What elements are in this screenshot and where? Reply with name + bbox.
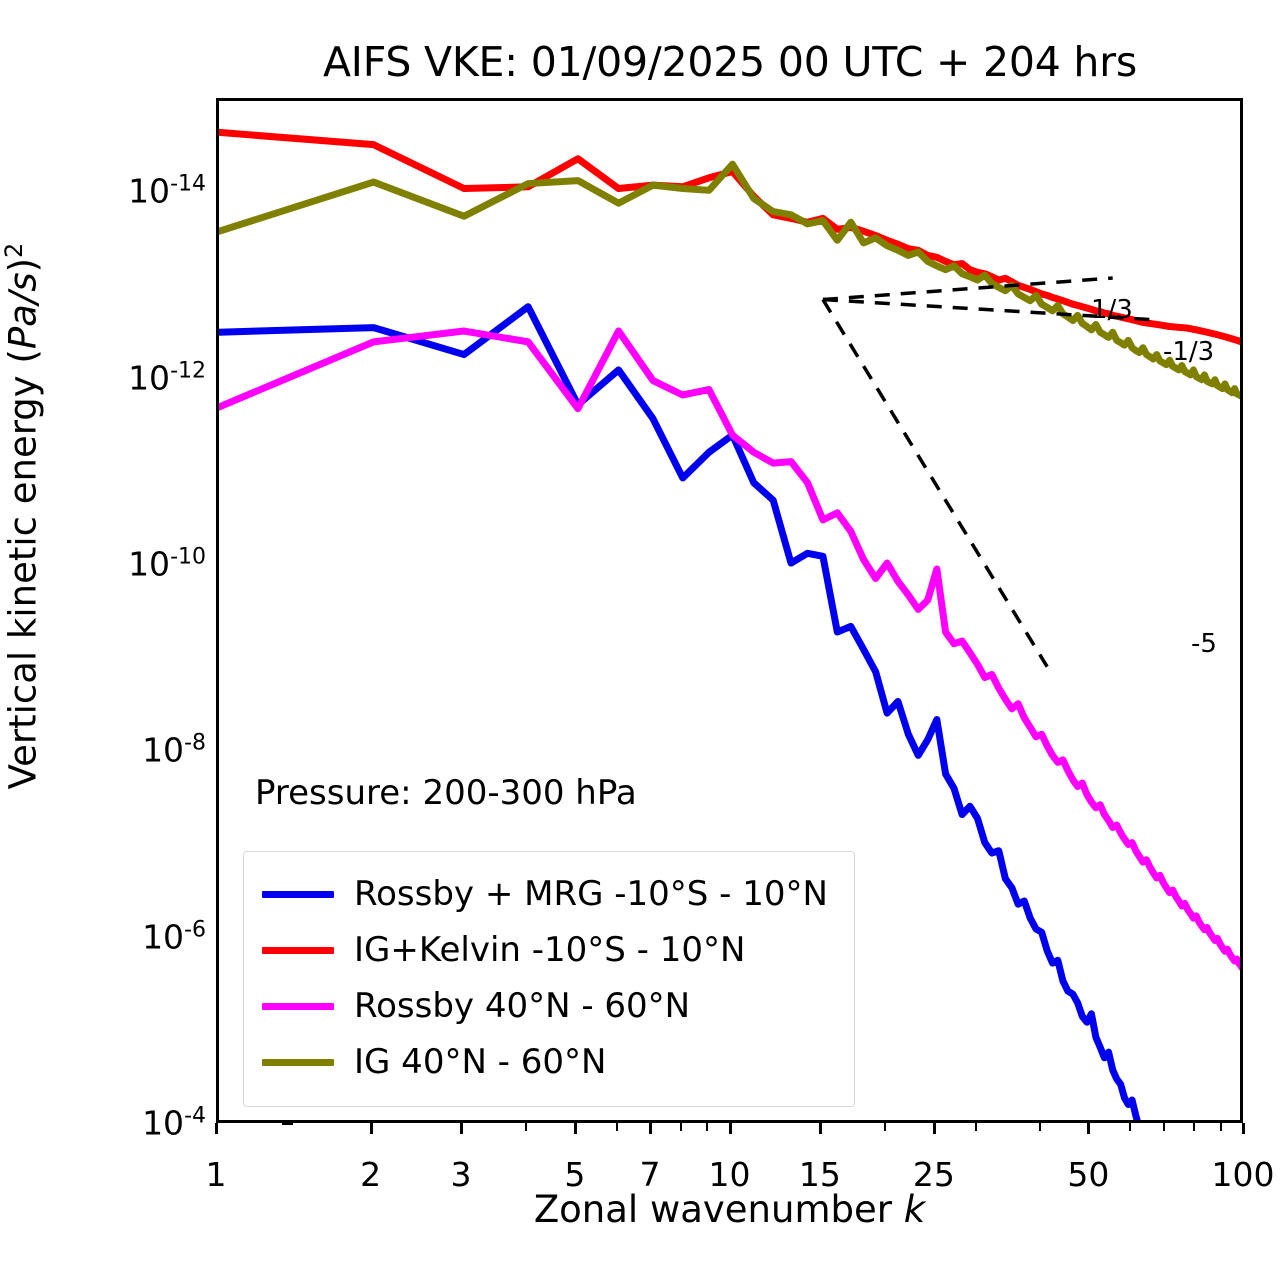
pressure-annotation: Pressure: 200-300 hPa	[255, 773, 637, 813]
x-tick-mark-minor	[706, 1123, 708, 1131]
chart-legend: Rossby + MRG -10°S - 10°N IG+Kelvin -10°S…	[243, 851, 855, 1107]
x-tick-mark-minor	[615, 1123, 618, 1131]
x-tick-mark	[648, 1123, 652, 1134]
x-axis-label: Zonal wavenumber k	[216, 1188, 1243, 1231]
legend-color-swatch	[262, 1058, 334, 1066]
y-axis-label-text: Vertical kinetic energy (	[1, 349, 45, 790]
x-tick-mark	[932, 1123, 936, 1134]
reference-slope-line	[821, 298, 1049, 668]
legend-item[interactable]: Rossby + MRG -10°S - 10°N	[262, 866, 828, 922]
x-tick-label: 2	[360, 1155, 382, 1194]
slope-label-one-third: 1/3	[1091, 295, 1133, 325]
slope-label-minus-five: -5	[1191, 629, 1217, 659]
y-tick-mark	[282, 1122, 293, 1125]
x-tick-mark-minor	[1163, 1123, 1166, 1131]
x-tick-label: 5	[564, 1155, 586, 1194]
x-axis-ticks: 1 2 3 5 7 10 15 25 50 100	[206, 1123, 1275, 1194]
x-tick-mark	[573, 1123, 577, 1134]
y-tick-label: 10-4	[142, 1103, 206, 1143]
x-tick-label: 1	[205, 1155, 227, 1194]
legend-color-swatch	[262, 890, 334, 898]
y-tick-label: 10-8	[142, 730, 206, 770]
x-axis-label-text: Zonal wavenumber	[533, 1188, 904, 1231]
plot-area: Pressure: 200-300 hPa 1/3 -1/3 -5 Rossby…	[216, 98, 1243, 1123]
legend-color-swatch	[262, 1002, 334, 1010]
series-line	[219, 303, 1141, 1120]
y-axis-label: Vertical kinetic energy (Pa/s)2	[0, 0, 60, 1160]
series-line	[219, 160, 1240, 400]
x-tick-mark	[215, 1123, 218, 1134]
x-tick-label: 15	[798, 1155, 841, 1194]
y-tick-label: 10-14	[128, 171, 206, 211]
legend-item[interactable]: Rossby 40°N - 60°N	[262, 978, 828, 1034]
x-tick-mark-minor	[1219, 1123, 1222, 1131]
legend-item[interactable]: IG+Kelvin -10°S - 10°N	[262, 922, 828, 978]
x-tick-mark	[818, 1123, 822, 1134]
x-axis-label-italic: k	[903, 1188, 926, 1231]
slope-label-minus-one-third: -1/3	[1163, 337, 1215, 367]
x-tick-mark	[1087, 1123, 1091, 1134]
chart-title: AIFS VKE: 01/09/2025 00 UTC + 204 hrs	[0, 38, 1280, 86]
legend-item-label: IG+Kelvin -10°S - 10°N	[354, 930, 746, 970]
chart-title-text: AIFS VKE: 01/09/2025 00 UTC + 204 hrs	[322, 38, 1138, 86]
x-tick-mark-minor	[1129, 1123, 1132, 1131]
y-tick-label: 10-6	[142, 917, 206, 957]
x-tick-mark-minor	[884, 1123, 887, 1131]
x-tick-mark	[460, 1123, 463, 1134]
x-tick-mark	[369, 1123, 373, 1134]
x-tick-label: 10	[708, 1155, 751, 1194]
y-axis-label-tail: )	[1, 257, 45, 273]
x-tick-mark-minor	[525, 1123, 528, 1131]
y-axis-ticks: 10-4 10-6 10-8 10-10 10-12 10-14	[76, 98, 293, 1143]
y-axis-label-italic: Pa/s	[1, 272, 45, 350]
x-tick-mark-minor	[1193, 1123, 1196, 1131]
series-line	[219, 327, 1240, 971]
x-tick-mark	[1242, 1123, 1245, 1134]
x-tick-label: 100	[1211, 1155, 1275, 1194]
legend-item-label: IG 40°N - 60°N	[354, 1042, 607, 1082]
legend-color-swatch	[262, 946, 334, 954]
x-tick-mark-minor	[974, 1123, 977, 1131]
x-tick-label: 25	[912, 1155, 955, 1194]
y-tick-label: 10-10	[128, 544, 206, 584]
reference-slope-line	[822, 297, 1161, 322]
reference-slope-line	[822, 276, 1113, 302]
legend-item-label: Rossby 40°N - 60°N	[354, 986, 691, 1026]
y-tick-label: 10-12	[128, 358, 206, 398]
x-tick-mark	[728, 1123, 732, 1134]
x-tick-label: 50	[1067, 1155, 1110, 1194]
x-tick-mark-minor	[1038, 1123, 1041, 1131]
x-tick-label: 7	[639, 1155, 661, 1194]
y-axis-label-exponent: 2	[0, 242, 28, 258]
legend-item[interactable]: IG 40°N - 60°N	[262, 1034, 828, 1090]
x-tick-label: 3	[450, 1155, 472, 1194]
chart-canvas	[219, 128, 1240, 1120]
legend-item-label: Rossby + MRG -10°S - 10°N	[354, 874, 828, 914]
x-tick-mark-minor	[679, 1123, 682, 1131]
